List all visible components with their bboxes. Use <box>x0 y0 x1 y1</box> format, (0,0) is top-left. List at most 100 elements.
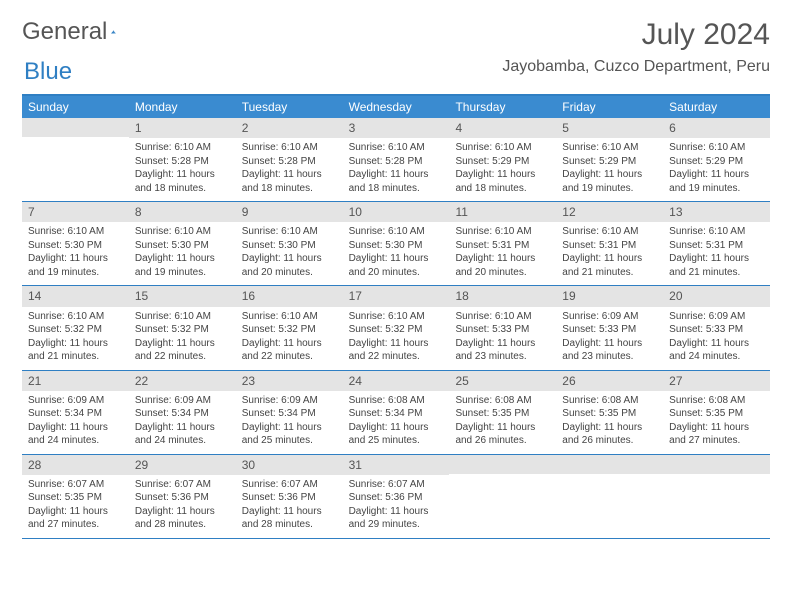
day-number: 10 <box>343 202 450 222</box>
month-title: July 2024 <box>502 18 770 52</box>
day-info-line: Sunset: 5:31 PM <box>562 239 657 253</box>
day-number: 13 <box>663 202 770 222</box>
day-info-line: Sunrise: 6:10 AM <box>28 225 123 239</box>
day-info-line: Sunrise: 6:07 AM <box>349 478 444 492</box>
day-info-line: Daylight: 11 hours <box>455 252 550 266</box>
day-info-line: Daylight: 11 hours <box>455 421 550 435</box>
day-info-line: and 21 minutes. <box>562 266 657 280</box>
logo: General <box>22 18 137 46</box>
day-info-line: and 24 minutes. <box>669 350 764 364</box>
day-info-line: Sunset: 5:34 PM <box>28 407 123 421</box>
day-number: 11 <box>449 202 556 222</box>
day-body: Sunrise: 6:10 AMSunset: 5:29 PMDaylight:… <box>556 138 663 201</box>
day-info-line: Daylight: 11 hours <box>135 337 230 351</box>
day-info-line: Sunset: 5:36 PM <box>135 491 230 505</box>
day-cell: 24Sunrise: 6:08 AMSunset: 5:34 PMDayligh… <box>343 371 450 454</box>
day-info-line: and 21 minutes. <box>669 266 764 280</box>
day-info-line: and 19 minutes. <box>669 182 764 196</box>
day-cell: 30Sunrise: 6:07 AMSunset: 5:36 PMDayligh… <box>236 455 343 538</box>
day-body: Sunrise: 6:08 AMSunset: 5:35 PMDaylight:… <box>449 391 556 454</box>
day-body <box>663 474 770 483</box>
day-info-line: Sunrise: 6:08 AM <box>669 394 764 408</box>
day-number: 23 <box>236 371 343 391</box>
day-info-line: Daylight: 11 hours <box>349 168 444 182</box>
day-body: Sunrise: 6:10 AMSunset: 5:33 PMDaylight:… <box>449 307 556 370</box>
day-number: 9 <box>236 202 343 222</box>
day-info-line: and 21 minutes. <box>28 350 123 364</box>
day-body: Sunrise: 6:08 AMSunset: 5:35 PMDaylight:… <box>556 391 663 454</box>
day-number: 21 <box>22 371 129 391</box>
day-cell: 29Sunrise: 6:07 AMSunset: 5:36 PMDayligh… <box>129 455 236 538</box>
day-number: 30 <box>236 455 343 475</box>
day-cell: 10Sunrise: 6:10 AMSunset: 5:30 PMDayligh… <box>343 202 450 285</box>
day-body: Sunrise: 6:10 AMSunset: 5:28 PMDaylight:… <box>129 138 236 201</box>
day-info-line: Sunset: 5:28 PM <box>242 155 337 169</box>
day-info-line: and 20 minutes. <box>242 266 337 280</box>
day-info-line: Daylight: 11 hours <box>349 252 444 266</box>
day-body: Sunrise: 6:07 AMSunset: 5:35 PMDaylight:… <box>22 475 129 538</box>
day-cell: 9Sunrise: 6:10 AMSunset: 5:30 PMDaylight… <box>236 202 343 285</box>
day-info-line: Sunrise: 6:09 AM <box>669 310 764 324</box>
day-body: Sunrise: 6:10 AMSunset: 5:31 PMDaylight:… <box>449 222 556 285</box>
week-row: 7Sunrise: 6:10 AMSunset: 5:30 PMDaylight… <box>22 202 770 286</box>
day-number: 7 <box>22 202 129 222</box>
day-cell: 2Sunrise: 6:10 AMSunset: 5:28 PMDaylight… <box>236 118 343 201</box>
day-body: Sunrise: 6:09 AMSunset: 5:34 PMDaylight:… <box>22 391 129 454</box>
day-body: Sunrise: 6:08 AMSunset: 5:35 PMDaylight:… <box>663 391 770 454</box>
day-info-line: Sunrise: 6:10 AM <box>562 225 657 239</box>
day-info-line: Sunrise: 6:10 AM <box>242 225 337 239</box>
day-body: Sunrise: 6:07 AMSunset: 5:36 PMDaylight:… <box>236 475 343 538</box>
day-cell: 18Sunrise: 6:10 AMSunset: 5:33 PMDayligh… <box>449 286 556 369</box>
day-number: 22 <box>129 371 236 391</box>
day-cell: 22Sunrise: 6:09 AMSunset: 5:34 PMDayligh… <box>129 371 236 454</box>
day-info-line: and 18 minutes. <box>242 182 337 196</box>
day-body <box>22 137 129 146</box>
calendar-grid: SundayMondayTuesdayWednesdayThursdayFrid… <box>22 94 770 539</box>
day-info-line: Daylight: 11 hours <box>242 168 337 182</box>
day-number: 6 <box>663 118 770 138</box>
day-cell: 3Sunrise: 6:10 AMSunset: 5:28 PMDaylight… <box>343 118 450 201</box>
day-info-line: Sunrise: 6:10 AM <box>669 141 764 155</box>
day-info-line: Sunset: 5:36 PM <box>242 491 337 505</box>
day-info-line: Daylight: 11 hours <box>28 337 123 351</box>
day-body: Sunrise: 6:10 AMSunset: 5:28 PMDaylight:… <box>236 138 343 201</box>
day-number <box>449 455 556 474</box>
day-info-line: Daylight: 11 hours <box>135 421 230 435</box>
day-number: 12 <box>556 202 663 222</box>
day-info-line: Sunrise: 6:10 AM <box>562 141 657 155</box>
day-cell: 13Sunrise: 6:10 AMSunset: 5:31 PMDayligh… <box>663 202 770 285</box>
day-info-line: Sunset: 5:31 PM <box>669 239 764 253</box>
day-info-line: Daylight: 11 hours <box>562 337 657 351</box>
day-info-line: and 29 minutes. <box>349 518 444 532</box>
logo-sail-icon <box>111 22 116 42</box>
day-info-line: Sunrise: 6:08 AM <box>349 394 444 408</box>
day-body: Sunrise: 6:10 AMSunset: 5:29 PMDaylight:… <box>449 138 556 201</box>
day-info-line: Sunrise: 6:07 AM <box>242 478 337 492</box>
day-info-line: and 27 minutes. <box>28 518 123 532</box>
day-number: 17 <box>343 286 450 306</box>
day-info-line: Sunset: 5:30 PM <box>28 239 123 253</box>
day-body <box>556 474 663 483</box>
day-info-line: Daylight: 11 hours <box>562 252 657 266</box>
day-info-line: Sunset: 5:35 PM <box>455 407 550 421</box>
day-info-line: Sunrise: 6:10 AM <box>455 225 550 239</box>
day-cell: 6Sunrise: 6:10 AMSunset: 5:29 PMDaylight… <box>663 118 770 201</box>
day-info-line: Sunrise: 6:10 AM <box>242 141 337 155</box>
week-row: 1Sunrise: 6:10 AMSunset: 5:28 PMDaylight… <box>22 118 770 202</box>
day-cell: 1Sunrise: 6:10 AMSunset: 5:28 PMDaylight… <box>129 118 236 201</box>
day-info-line: Daylight: 11 hours <box>28 421 123 435</box>
weekday-header: Friday <box>556 96 663 118</box>
day-number: 25 <box>449 371 556 391</box>
day-info-line: Daylight: 11 hours <box>349 505 444 519</box>
day-number: 15 <box>129 286 236 306</box>
day-number: 14 <box>22 286 129 306</box>
day-info-line: Daylight: 11 hours <box>455 337 550 351</box>
day-info-line: Daylight: 11 hours <box>242 505 337 519</box>
day-info-line: Sunrise: 6:09 AM <box>562 310 657 324</box>
day-info-line: Daylight: 11 hours <box>349 421 444 435</box>
day-info-line: Daylight: 11 hours <box>242 252 337 266</box>
day-info-line: Sunset: 5:34 PM <box>242 407 337 421</box>
day-info-line: Sunset: 5:35 PM <box>669 407 764 421</box>
day-info-line: Sunset: 5:28 PM <box>349 155 444 169</box>
day-cell: 26Sunrise: 6:08 AMSunset: 5:35 PMDayligh… <box>556 371 663 454</box>
